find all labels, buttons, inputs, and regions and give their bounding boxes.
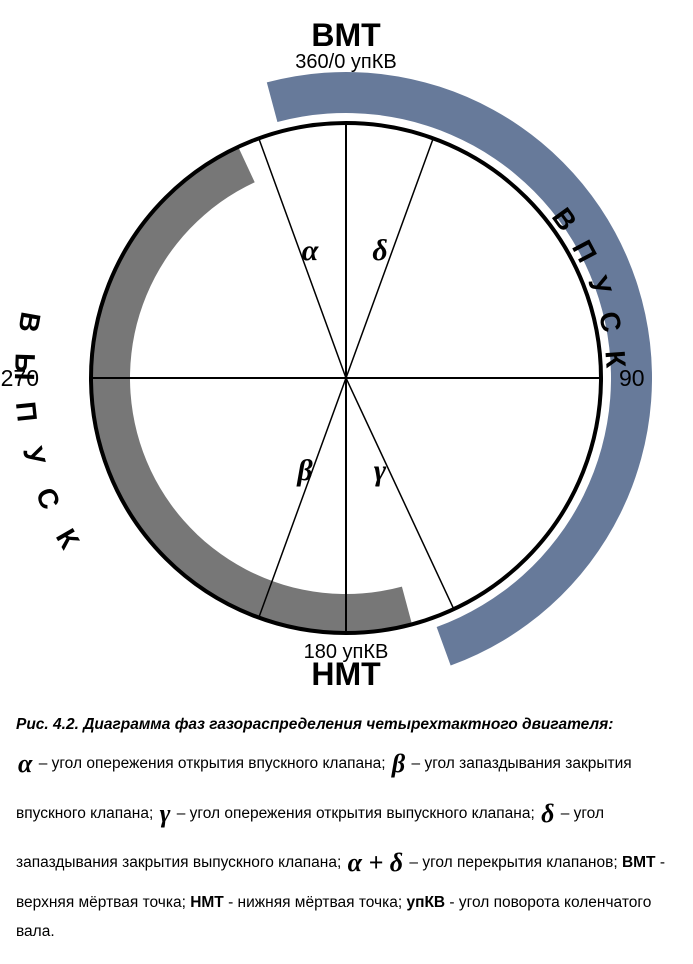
svg-text:К: К	[50, 524, 86, 555]
b-nmt: НМТ	[190, 894, 224, 911]
phase-diagram: αδβγВМТ360/0 упКВНМТ180 упКВ90270ВЫПУСКВ…	[0, 0, 693, 710]
figure-caption: Рис. 4.2. Диаграмма фаз газораспределени…	[0, 710, 692, 964]
sym-overlap: α + δ	[346, 838, 406, 887]
svg-text:С: С	[30, 483, 66, 513]
label-vmt: ВМТ	[311, 17, 381, 53]
label-90: 90	[619, 365, 645, 391]
svg-text:К: К	[599, 350, 631, 370]
sym-delta: δ	[539, 789, 556, 838]
label-gamma: γ	[374, 454, 387, 487]
b-vmt: ВМТ	[622, 854, 656, 871]
label-top-unit: 360/0 упКВ	[295, 51, 396, 73]
sym-beta: β	[390, 739, 407, 788]
svg-text:Ы: Ы	[9, 353, 41, 381]
txt-nmt: - нижняя мёртвая точка;	[224, 894, 407, 911]
svg-text:У: У	[17, 444, 51, 469]
svg-text:П: П	[10, 400, 43, 423]
svg-text:В: В	[12, 310, 46, 335]
label-bottom-unit: 180 упКВ	[304, 641, 389, 663]
txt-gamma: – угол опережения открытия выпускного кл…	[172, 805, 539, 822]
caption-title: Рис. 4.2. Диаграмма фаз газораспределени…	[16, 716, 613, 733]
label-delta: δ	[372, 234, 387, 267]
sym-alpha: α	[16, 739, 34, 788]
label-alpha: α	[302, 234, 319, 267]
label-beta: β	[296, 454, 313, 487]
txt-alpha: – угол опережения открытия впускного кла…	[34, 755, 390, 772]
txt-overlap: – угол перекрытия клапанов;	[405, 854, 622, 871]
sym-gamma: γ	[158, 789, 173, 838]
b-upkv: упКВ	[406, 894, 445, 911]
